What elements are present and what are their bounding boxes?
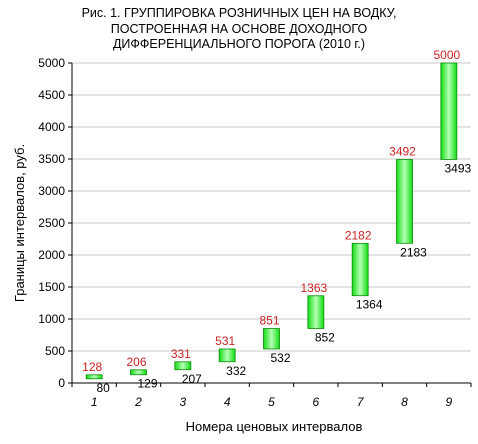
- bar-9: [440, 62, 458, 160]
- y-tick-label-2000: 2000: [38, 248, 65, 262]
- upper-label-1: 128: [82, 360, 102, 374]
- lower-label-2: 129: [137, 377, 157, 391]
- x-tick-label-9: 9: [445, 395, 452, 409]
- y-tick-label-500: 500: [45, 344, 65, 358]
- lower-label-8: 2183: [400, 245, 427, 259]
- bar-3: [174, 361, 192, 371]
- lower-label-9: 3493: [444, 161, 471, 175]
- bar-4: [218, 348, 236, 363]
- bar-7: [351, 242, 369, 297]
- chart-title: Рис. 1. ГРУППИРОВКА РОЗНИЧНЫХ ЦЕН НА ВОД…: [0, 6, 478, 53]
- y-tick-label-4500: 4500: [38, 88, 65, 102]
- x-tick-label-7: 7: [357, 395, 365, 409]
- y-tick-label-3500: 3500: [38, 152, 65, 166]
- lower-label-6: 852: [315, 330, 335, 344]
- bar-2: [130, 369, 147, 376]
- upper-label-8: 3492: [389, 145, 416, 159]
- data-labels: 128 80 206 129 331 207 531 332 851 532 1363 852 2182…: [82, 48, 471, 395]
- x-tick-label-1: 1: [91, 395, 98, 409]
- y-tick-label-1000: 1000: [38, 312, 65, 326]
- upper-label-6: 1363: [300, 281, 327, 295]
- lower-label-7: 1364: [356, 298, 383, 312]
- x-axis-label: Номера ценовых интервалов: [186, 419, 363, 434]
- bar-1: [85, 374, 103, 380]
- bar-5: [263, 328, 280, 350]
- title-line-1: Рис. 1. ГРУППИРОВКА РОЗНИЧНЫХ ЦЕН НА ВОД…: [81, 6, 397, 20]
- x-tick-label-6: 6: [312, 395, 319, 409]
- lower-label-4: 332: [226, 364, 246, 378]
- title-line-3: ДИФФЕРЕНЦИАЛЬНОГО ПОРОГА (2010 г.): [112, 37, 366, 51]
- y-tick-label-0: 0: [58, 376, 65, 390]
- upper-label-3: 331: [171, 347, 191, 361]
- y-tick-label-5000: 5000: [38, 56, 65, 70]
- x-tick-label-5: 5: [268, 395, 275, 409]
- upper-label-9: 5000: [433, 48, 460, 62]
- bars: [85, 62, 458, 380]
- lower-label-5: 532: [270, 351, 290, 365]
- y-axis-label: Границы интервалов, руб.: [12, 144, 27, 302]
- y-tick-label-2500: 2500: [38, 216, 65, 230]
- upper-label-4: 531: [215, 334, 235, 348]
- upper-label-2: 206: [126, 355, 146, 369]
- lower-label-1: 80: [96, 381, 110, 395]
- x-tick-label-3: 3: [179, 395, 186, 409]
- x-tick-label-8: 8: [401, 395, 408, 409]
- y-tick-label-3000: 3000: [38, 184, 65, 198]
- x-tick-label-2: 2: [134, 395, 142, 409]
- bar-8: [396, 159, 413, 244]
- lower-label-3: 207: [182, 372, 202, 386]
- title-line-2: ПОСТРОЕННАЯ НА ОСНОВЕ ДОХОДНОГО: [110, 21, 368, 36]
- upper-label-7: 2182: [345, 228, 372, 242]
- y-tick-label-4000: 4000: [38, 120, 65, 134]
- upper-label-5: 851: [259, 314, 279, 328]
- y-tick-label-1500: 1500: [38, 280, 65, 294]
- bar-6: [307, 295, 325, 329]
- x-tick-label-4: 4: [224, 395, 231, 409]
- axes: 0 500 1000 1500 2000 2500 3000 3500 4000 4500 5000…: [38, 56, 472, 409]
